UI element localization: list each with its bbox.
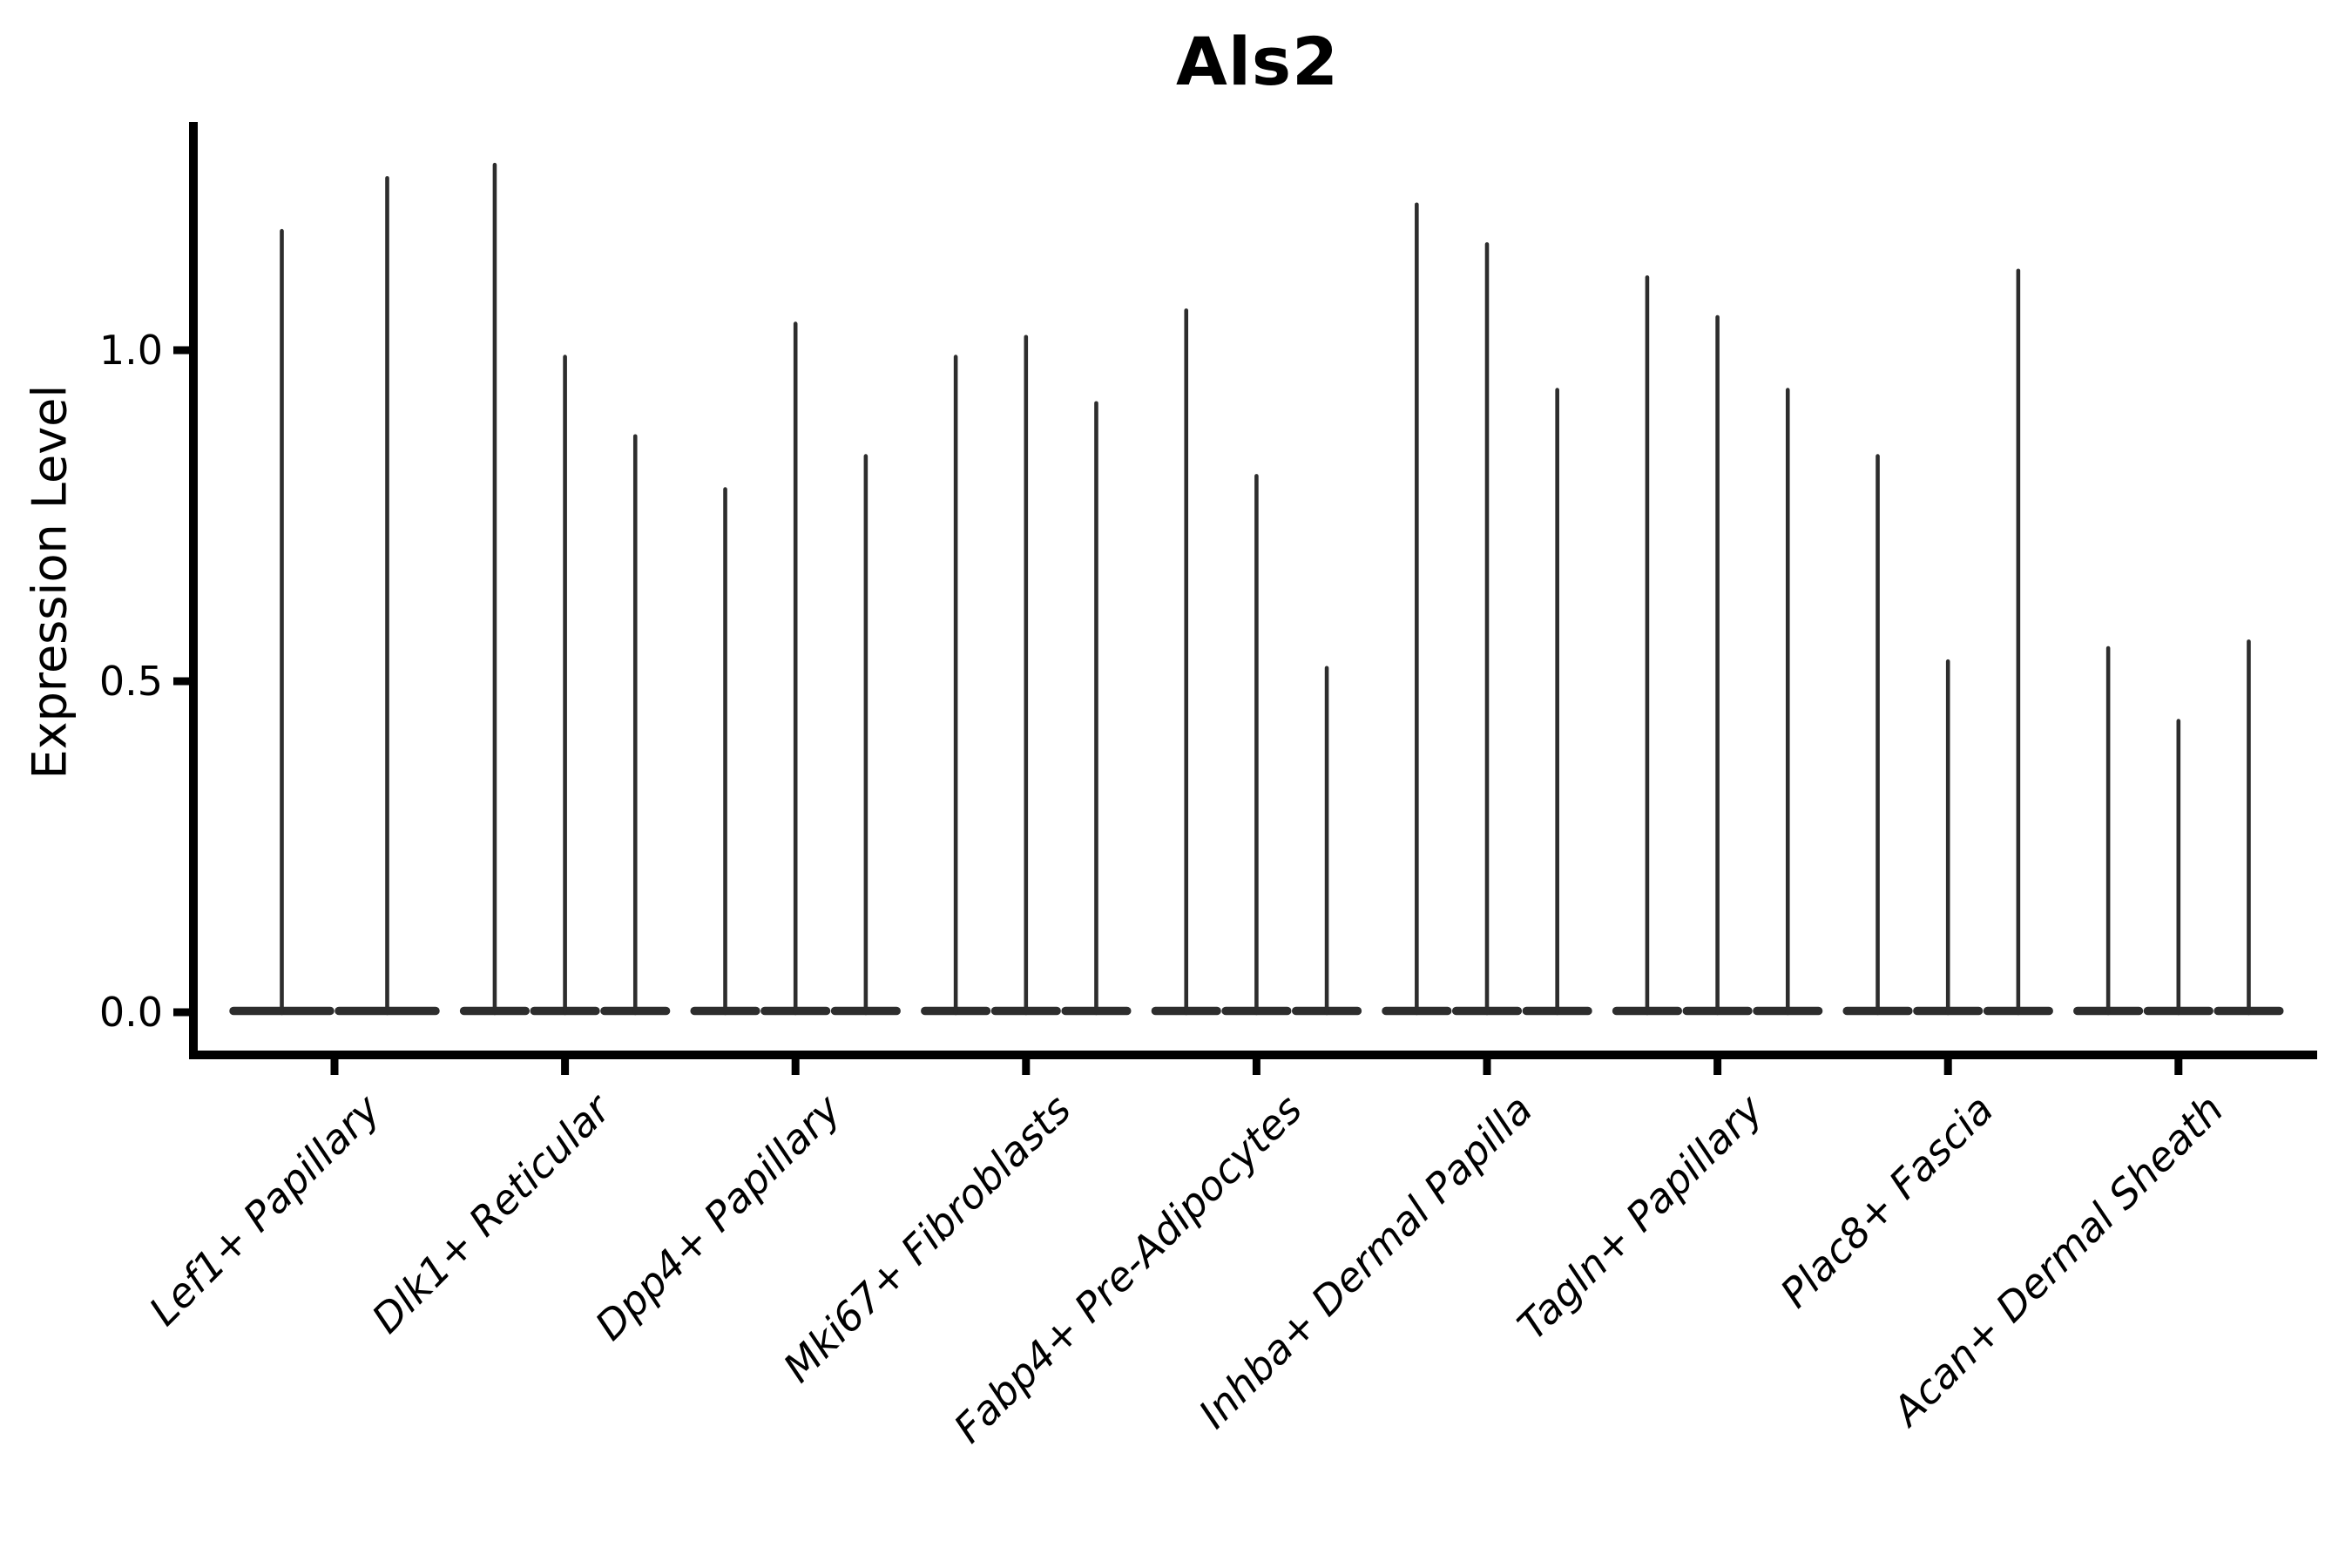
y-tick-mark [173, 346, 189, 355]
x-tick-mark [1943, 1059, 1952, 1075]
x-tick-mark [2174, 1059, 2183, 1075]
x-tick-mark [1483, 1059, 1491, 1075]
x-tick-mark [1713, 1059, 1722, 1075]
y-tick-label: 1.0 [98, 327, 163, 374]
y-axis-spine [189, 122, 198, 1059]
x-tick-mark [330, 1059, 339, 1075]
x-tick-mark [791, 1059, 800, 1075]
chart-title: Als2 [1176, 23, 1339, 100]
x-tick-mark [561, 1059, 570, 1075]
x-axis-spine [189, 1051, 2317, 1059]
y-tick-label: 0.5 [98, 658, 163, 705]
x-tick-mark [1252, 1059, 1260, 1075]
x-tick-mark [1022, 1059, 1031, 1075]
y-tick-mark [173, 677, 189, 686]
y-tick-mark [173, 1008, 189, 1017]
y-tick-label: 0.0 [98, 989, 163, 1036]
